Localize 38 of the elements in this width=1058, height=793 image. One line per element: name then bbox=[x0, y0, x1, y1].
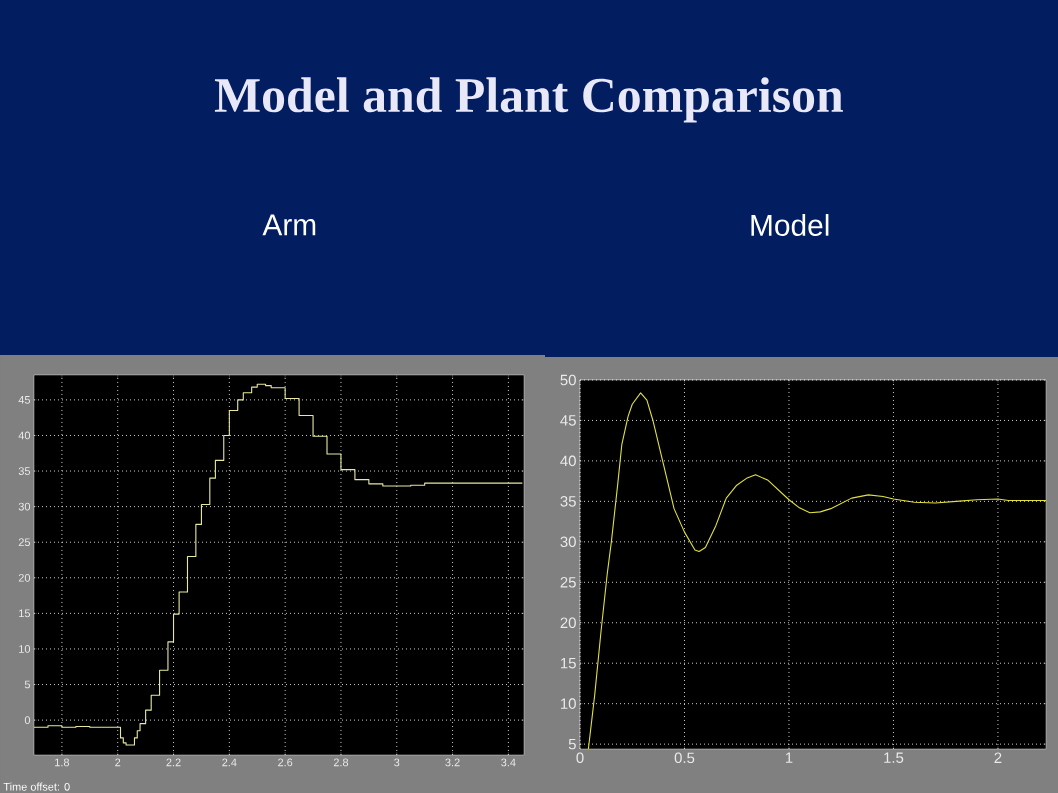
y-tick-label: 20 bbox=[18, 573, 31, 582]
y-tick-label: 10 bbox=[561, 698, 576, 709]
y-tick-label: 35 bbox=[560, 496, 576, 507]
y-tick-label: 25 bbox=[560, 576, 576, 588]
y-tick-label: 0 bbox=[24, 716, 31, 724]
x-tick-label: 2.8 bbox=[333, 758, 349, 767]
y-tick-label: 15 bbox=[19, 609, 31, 618]
x-tick-label: 2.2 bbox=[166, 758, 181, 767]
y-tick-label: 20 bbox=[560, 617, 576, 629]
x-tick-label: 1.8 bbox=[55, 758, 70, 767]
x-tick-label: 1.5 bbox=[884, 752, 904, 763]
y-tick-label: 45 bbox=[560, 415, 576, 426]
text: Time offset: 0 bbox=[3, 782, 70, 791]
x-tick-label: 2 bbox=[115, 758, 121, 767]
x-tick-label: 2.4 bbox=[222, 758, 237, 767]
y-tick-label: 15 bbox=[561, 657, 576, 669]
chart-title: Model and Plant Comparison bbox=[214, 77, 843, 123]
y-tick-label: 5 bbox=[24, 680, 31, 689]
y-tick-label: 45 bbox=[18, 396, 31, 404]
y-tick-label: 40 bbox=[18, 431, 31, 440]
x-tick-label: 3.4 bbox=[501, 758, 516, 767]
y-tick-label: 10 bbox=[19, 645, 31, 653]
y-tick-label: 40 bbox=[560, 455, 576, 467]
y-tick-label: 30 bbox=[560, 536, 576, 548]
x-tick-label: 3.2 bbox=[445, 758, 460, 767]
x-tick-label: 2 bbox=[994, 752, 1002, 763]
chart-subtitle: Model bbox=[751, 214, 829, 236]
x-tick-label: 3 bbox=[394, 758, 400, 767]
y-tick-label: 30 bbox=[18, 502, 31, 511]
y-tick-label: 35 bbox=[18, 467, 31, 475]
x-tick-label: 1 bbox=[785, 752, 793, 763]
x-tick-label: 2.6 bbox=[278, 758, 293, 767]
x-tick-label: 0.5 bbox=[674, 752, 695, 764]
y-tick-label: 5 bbox=[568, 738, 576, 750]
y-tick-label: 25 bbox=[18, 538, 31, 547]
x-tick-label: 0 bbox=[576, 752, 584, 764]
y-tick-label: 50 bbox=[560, 374, 576, 386]
chart-subtitle: Arm bbox=[262, 214, 316, 236]
